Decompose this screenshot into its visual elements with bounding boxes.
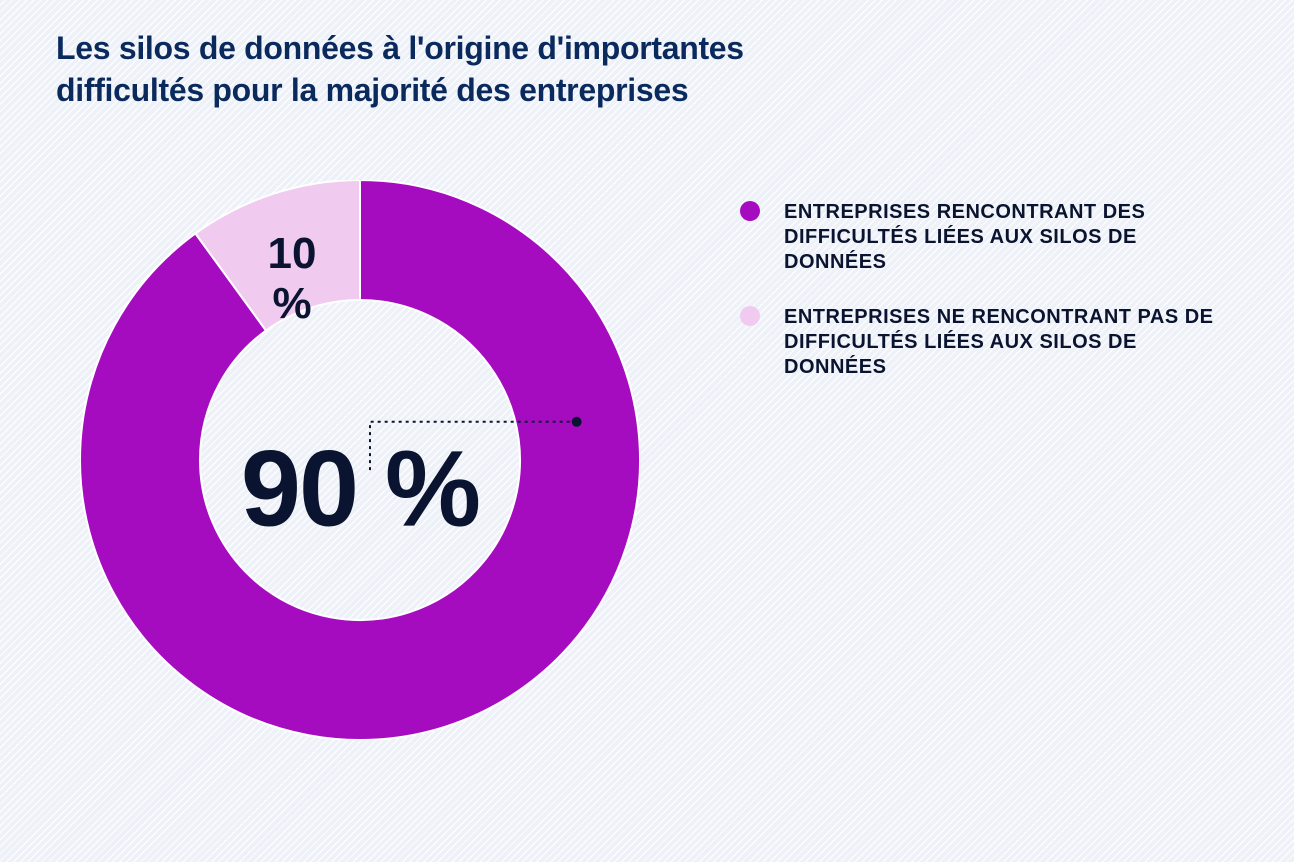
donut-chart: 90 % 10 % bbox=[80, 180, 640, 740]
legend-item: ENTREPRISES NE RENCONTRANT PAS DE DIFFIC… bbox=[740, 305, 1240, 380]
legend-swatch-icon bbox=[740, 306, 760, 326]
legend-swatch-icon bbox=[740, 201, 760, 221]
legend-label: ENTREPRISES NE RENCONTRANT PAS DE DIFFIC… bbox=[784, 305, 1240, 380]
leader-dot-icon bbox=[572, 417, 582, 427]
legend-label: ENTREPRISES RENCONTRANT DES DIFFICULTÉS … bbox=[784, 200, 1240, 275]
donut-small-slice-label: 10 % bbox=[242, 229, 342, 329]
chart-container: Les silos de données à l'origine d'impor… bbox=[0, 0, 1294, 862]
legend-item: ENTREPRISES RENCONTRANT DES DIFFICULTÉS … bbox=[740, 200, 1240, 275]
legend: ENTREPRISES RENCONTRANT DES DIFFICULTÉS … bbox=[740, 200, 1240, 410]
donut-center-label: 90 % bbox=[241, 426, 479, 551]
chart-title: Les silos de données à l'origine d'impor… bbox=[56, 28, 826, 111]
